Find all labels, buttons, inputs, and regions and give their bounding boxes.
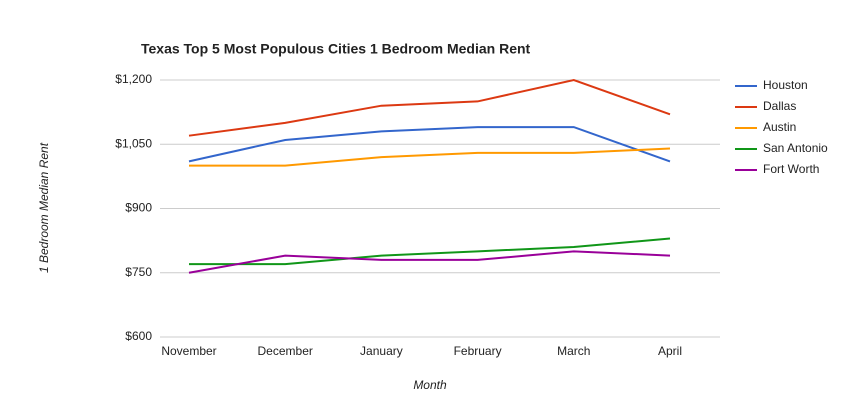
x-tick-label: November (161, 344, 216, 358)
legend-label: Dallas (763, 99, 796, 113)
y-tick-label: $600 (125, 329, 152, 343)
legend-label: Houston (763, 78, 808, 92)
x-tick-label: April (658, 344, 682, 358)
y-tick-label: $900 (125, 201, 152, 215)
y-tick-label: $1,050 (115, 136, 152, 150)
series-line (188, 78, 671, 137)
y-axis-title: 1 Bedroom Median Rent (37, 142, 51, 273)
chart-title: Texas Top 5 Most Populous Cities 1 Bedro… (141, 41, 531, 57)
legend-label: San Antonio (763, 141, 828, 155)
y-tick-label: $750 (125, 265, 152, 279)
series-line (188, 126, 671, 163)
x-axis-title: Month (413, 378, 447, 392)
series-line (188, 250, 671, 274)
legend-label: Austin (763, 120, 796, 134)
series-line (189, 147, 671, 167)
x-tick-label: March (557, 344, 590, 358)
y-tick-label: $1,200 (115, 72, 152, 86)
legend-label: Fort Worth (763, 162, 819, 176)
x-tick-label: December (258, 344, 313, 358)
x-tick-label: February (454, 344, 502, 358)
series-line (189, 237, 671, 266)
x-tick-label: January (360, 344, 403, 358)
